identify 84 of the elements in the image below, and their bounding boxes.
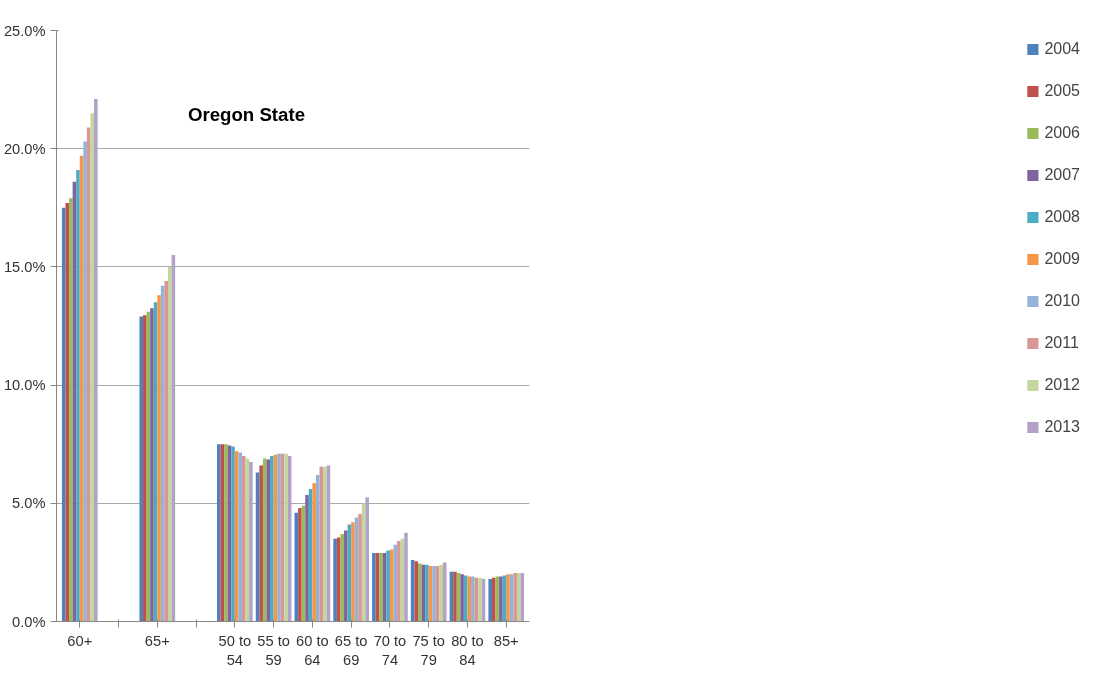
bar bbox=[83, 141, 87, 622]
x-tick-label: 75 to 79 bbox=[412, 632, 446, 668]
bar bbox=[94, 99, 98, 622]
bar bbox=[499, 576, 503, 622]
bar bbox=[224, 444, 228, 622]
bar bbox=[259, 465, 263, 622]
y-tick-label: 25.0% bbox=[3, 22, 46, 39]
bar bbox=[393, 544, 398, 622]
bar bbox=[143, 315, 147, 622]
x-tick-label: 65+ bbox=[144, 632, 170, 649]
bar bbox=[312, 483, 316, 622]
bar bbox=[323, 466, 327, 622]
bar bbox=[241, 456, 246, 622]
bar bbox=[358, 513, 362, 622]
y-tick-label: 15.0% bbox=[3, 258, 46, 275]
legend-label: 2010 bbox=[1044, 292, 1080, 310]
legend-label: 2005 bbox=[1044, 82, 1080, 100]
bar bbox=[516, 573, 521, 622]
bar bbox=[270, 456, 274, 622]
bar bbox=[506, 574, 510, 622]
bar bbox=[439, 564, 443, 622]
bar bbox=[442, 562, 447, 622]
x-tick-label: 55 to 59 bbox=[257, 632, 290, 668]
bar bbox=[467, 576, 472, 622]
bar bbox=[164, 281, 168, 622]
y-tick-label: 0.0% bbox=[12, 613, 46, 630]
x-tick-label: 65 to 69 bbox=[334, 632, 368, 668]
x-tick-label: 70 to 74 bbox=[373, 632, 407, 668]
bar bbox=[425, 564, 429, 622]
legend-label: 2011 bbox=[1044, 334, 1079, 352]
bar bbox=[249, 461, 253, 622]
bar bbox=[305, 495, 309, 622]
bar bbox=[266, 459, 271, 622]
bar bbox=[277, 453, 281, 622]
y-tick-label: 5.0% bbox=[12, 495, 46, 512]
bar bbox=[460, 574, 464, 622]
legend-label: 2012 bbox=[1044, 376, 1080, 394]
bar bbox=[372, 552, 376, 622]
x-tick-label: 60+ bbox=[67, 632, 93, 649]
bar bbox=[491, 577, 496, 622]
y-tick-label: 10.0% bbox=[3, 377, 46, 394]
bar bbox=[90, 113, 95, 622]
x-tick-label: 60 to 64 bbox=[296, 632, 329, 668]
bar bbox=[404, 532, 408, 622]
bar bbox=[217, 444, 221, 622]
bar bbox=[340, 534, 345, 622]
bar bbox=[231, 446, 235, 622]
bar bbox=[333, 538, 337, 622]
bar bbox=[414, 561, 418, 622]
bar bbox=[397, 541, 401, 622]
bar bbox=[76, 169, 80, 622]
legend-label: 2013 bbox=[1044, 418, 1080, 436]
bar bbox=[315, 474, 320, 622]
bar bbox=[432, 565, 436, 622]
bar bbox=[139, 316, 144, 622]
bar bbox=[379, 552, 383, 622]
bar bbox=[471, 576, 475, 622]
legend-label: 2004 bbox=[1044, 40, 1080, 58]
legend-label: 2008 bbox=[1044, 208, 1080, 226]
bar bbox=[65, 203, 70, 622]
bar bbox=[157, 295, 161, 622]
text: Oregon State bbox=[187, 104, 306, 126]
x-tick-label: 85+ bbox=[493, 632, 519, 649]
legend-label: 2009 bbox=[1044, 250, 1080, 268]
bar bbox=[168, 266, 172, 622]
bar bbox=[488, 578, 492, 622]
y-tick-label: 20.0% bbox=[3, 140, 46, 157]
bar bbox=[344, 530, 348, 622]
bar bbox=[238, 452, 242, 622]
bar bbox=[365, 497, 369, 622]
bar bbox=[453, 571, 457, 622]
bar bbox=[284, 453, 288, 622]
bar bbox=[150, 308, 154, 622]
x-tick-label: 50 to 54 bbox=[218, 632, 252, 668]
bar bbox=[298, 508, 302, 622]
x-tick-label: 80 to 84 bbox=[451, 632, 484, 668]
legend-label: 2007 bbox=[1044, 166, 1080, 184]
bar bbox=[386, 550, 390, 622]
bar bbox=[513, 573, 517, 622]
legend-label: 2006 bbox=[1044, 124, 1080, 142]
bar bbox=[351, 522, 355, 622]
bar bbox=[478, 577, 482, 622]
bar bbox=[69, 198, 73, 622]
bar bbox=[418, 563, 422, 622]
